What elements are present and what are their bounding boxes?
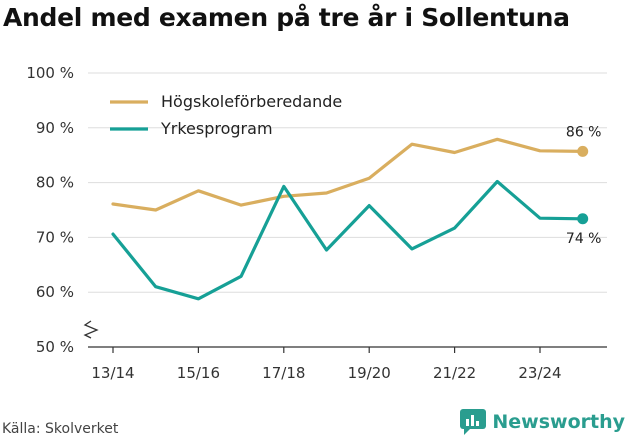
x-tick-label: 19/20	[348, 364, 391, 382]
chart-title: Andel med examen på tre år i Sollentuna	[3, 3, 570, 32]
end-point-marker	[577, 145, 589, 157]
x-tick-label: 17/18	[262, 364, 305, 382]
source-label: Källa: Skolverket	[2, 421, 119, 437]
series-line-yrkesprogram	[111, 179, 585, 301]
brand-logo[interactable]: Newsworthy	[460, 409, 625, 435]
end-value-label: 74 %	[566, 231, 602, 247]
x-tick-label: 15/16	[177, 364, 220, 382]
end-labels: 86 % 74 %	[566, 124, 602, 246]
legend-label: Yrkesprogram	[160, 119, 273, 138]
x-tick-label: 13/14	[91, 364, 134, 382]
y-tick-label: 90 %	[36, 119, 74, 137]
x-tick-label: 23/24	[518, 364, 561, 382]
end-point-marker	[577, 213, 589, 225]
line-chart: 50 % 60 % 70 % 80 % 90 % 100 % 13/14 15/16 17/1…	[26, 64, 607, 382]
y-tick-label: 100 %	[26, 64, 74, 82]
end-value-label: 86 %	[566, 124, 602, 140]
brand-name: Newsworthy	[492, 411, 625, 433]
y-tick-label: 80 %	[36, 174, 74, 192]
legend: Högskoleförberedande Yrkesprogram	[110, 92, 342, 138]
axis-break-marker	[83, 320, 99, 339]
series-line-hogskoleforberedande	[111, 137, 585, 212]
x-axis: 13/14 15/16 17/18 19/20 21/22 23/24	[88, 346, 607, 382]
y-tick-label: 60 %	[36, 283, 74, 301]
y-axis-ticks: 50 % 60 % 70 % 80 % 90 % 100 %	[26, 64, 99, 356]
y-tick-label: 50 %	[36, 338, 74, 356]
newsworthy-logo-icon	[460, 409, 487, 435]
y-tick-label: 70 %	[36, 228, 74, 246]
legend-label: Högskoleförberedande	[161, 92, 342, 111]
x-tick-label: 21/22	[433, 364, 476, 382]
series-lines	[111, 137, 589, 301]
